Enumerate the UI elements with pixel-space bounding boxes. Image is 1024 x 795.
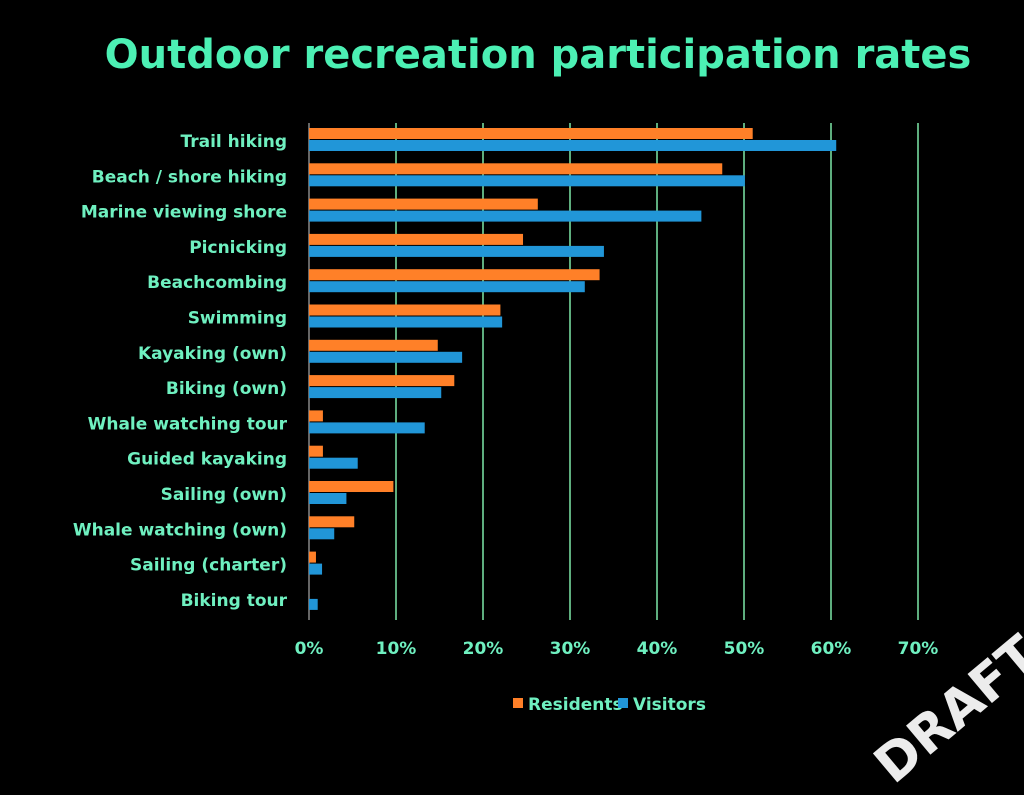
bar-visitors: [309, 316, 503, 328]
bar-residents: [309, 481, 394, 492]
category-label: Beach / shore hiking: [92, 167, 287, 187]
bar-residents: [309, 163, 723, 175]
bar-visitors: [309, 422, 425, 434]
bar-visitors: [309, 140, 837, 151]
legend-swatch-residents: [513, 698, 523, 708]
bar-residents: [309, 269, 600, 281]
category-label: Whale watching tour: [88, 414, 288, 434]
category-label: Whale watching (own): [73, 520, 287, 540]
legend-label: Visitors: [633, 695, 706, 715]
category-label: Beachcombing: [147, 273, 287, 293]
bar-residents: [309, 516, 355, 528]
legend-label: Residents: [528, 695, 623, 715]
x-tick-label: 50%: [724, 639, 765, 659]
bar-visitors: [309, 563, 323, 575]
bar-residents: [309, 128, 753, 139]
bar-visitors: [309, 281, 585, 293]
bar-visitors: [309, 528, 335, 540]
category-label: Biking tour: [181, 591, 288, 611]
bar-visitors: [309, 493, 347, 504]
bar-visitors: [309, 175, 745, 187]
x-tick-label: 0%: [295, 639, 324, 659]
bar-visitors: [309, 387, 442, 399]
category-label: Swimming: [188, 309, 287, 329]
x-tick-label: 60%: [811, 639, 852, 659]
category-label: Sailing (charter): [130, 556, 287, 576]
bar-chart: 0% 10% 20% 30% 40% 50% 60% 70% Trail hiking Beach…: [73, 123, 939, 715]
bar-residents: [309, 339, 438, 351]
x-tick-label: 30%: [550, 639, 591, 659]
category-label: Kayaking (own): [138, 344, 287, 364]
category-label: Guided kayaking: [127, 450, 287, 470]
bar-residents: [309, 198, 538, 210]
x-tick-label: 40%: [637, 639, 678, 659]
category-label: Biking (own): [166, 379, 287, 399]
bar-residents: [309, 375, 455, 387]
bar-visitors: [309, 598, 318, 610]
x-tick-label: 10%: [376, 639, 417, 659]
bar-residents: [309, 410, 323, 422]
category-label: Picnicking: [189, 238, 287, 258]
legend-swatch-visitors: [618, 698, 628, 708]
category-label: Marine viewing shore: [81, 203, 287, 223]
category-label: Sailing (own): [161, 485, 287, 505]
bar-residents: [309, 233, 524, 245]
bar-residents: [309, 304, 501, 316]
bar-visitors: [309, 457, 358, 469]
bar-visitors: [309, 351, 463, 363]
chart-title: Outdoor recreation participation rates: [104, 32, 972, 78]
bar-visitors: [309, 210, 702, 222]
x-tick-label: 70%: [898, 639, 939, 659]
bar-residents: [309, 551, 316, 563]
x-tick-label: 20%: [463, 639, 504, 659]
bar-visitors: [309, 245, 604, 257]
bar-residents: [309, 445, 323, 457]
category-label: Trail hiking: [181, 132, 288, 152]
